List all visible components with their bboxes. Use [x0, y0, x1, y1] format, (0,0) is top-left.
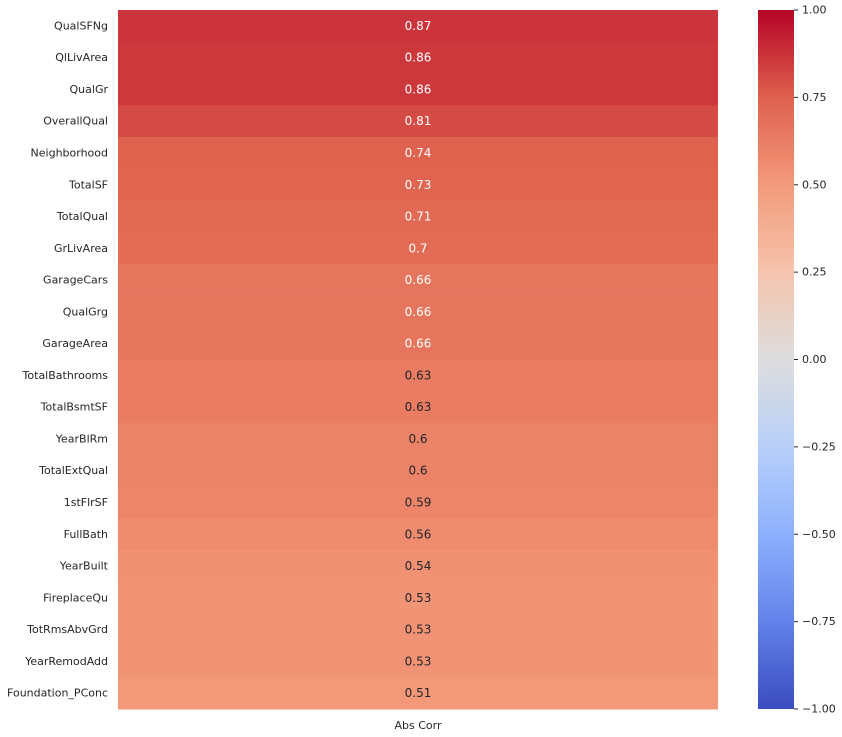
cell-value-label: 0.71: [405, 210, 432, 224]
heatmap-cell: [118, 423, 718, 456]
cell-value-label: 0.66: [405, 305, 432, 319]
cell-value-label: 0.59: [405, 495, 432, 509]
colorbar-tick-label: −1.00: [802, 703, 836, 716]
row-label: 1stFlrSF: [64, 496, 108, 509]
heatmap-cell: [118, 232, 718, 265]
cell-value-label: 0.63: [405, 400, 432, 414]
row-label: YearRemodAdd: [24, 655, 108, 668]
heatmap-cell: [118, 73, 718, 106]
cell-value-label: 0.6: [408, 432, 427, 446]
heatmap-cell: [118, 264, 718, 297]
row-label: GrLivArea: [54, 242, 108, 255]
cell-value-label: 0.51: [405, 686, 432, 700]
column-labels: Abs Corr: [395, 719, 442, 732]
heatmap-cell: [118, 295, 718, 329]
heatmap-cell: [118, 391, 718, 424]
heatmap-cell: [118, 327, 718, 360]
heatmap-cell: [118, 10, 718, 43]
row-label: YearBlRm: [55, 432, 108, 445]
heatmap-cell: [118, 613, 718, 646]
heatmap-cells: [118, 10, 718, 710]
row-label: QualSFNg: [54, 19, 108, 32]
row-label: QualGr: [70, 83, 109, 96]
row-label: TotalBsmtSF: [40, 401, 108, 414]
row-label: GarageArea: [42, 337, 108, 350]
colorbar: [758, 10, 794, 709]
row-label: TotalSF: [68, 178, 108, 191]
row-label: FireplaceQu: [43, 591, 108, 604]
heatmap-cell: [118, 518, 718, 551]
row-label: FullBath: [64, 528, 108, 541]
heatmap-cell: [118, 581, 718, 615]
row-label: QualGrg: [63, 305, 108, 318]
heatmap-cell: [118, 41, 718, 75]
colorbar-tick-label: −0.75: [802, 615, 836, 628]
heatmap-cell: [118, 359, 718, 392]
row-label: TotalExtQual: [38, 464, 108, 477]
row-label: OverallQual: [43, 115, 108, 128]
cell-value-label: 0.54: [405, 559, 432, 573]
row-labels: QualSFNg QlLivArea QualGr OverallQual Neighb…: [7, 19, 109, 699]
cell-value-label: 0.74: [405, 146, 432, 160]
cell-value-label: 0.6: [408, 464, 427, 478]
colorbar-tick-label: 1.00: [802, 4, 827, 17]
row-label: TotalQual: [56, 210, 108, 223]
cell-value-label: 0.86: [405, 82, 432, 96]
heatmap-cell: [118, 168, 718, 202]
cell-value-label: 0.66: [405, 337, 432, 351]
cell-value-label: 0.73: [405, 178, 432, 192]
colorbar-tick-label: 0.25: [802, 266, 827, 279]
cell-value-label: 0.66: [405, 273, 432, 287]
row-label: GarageCars: [43, 274, 108, 287]
heatmap-cell: [118, 645, 718, 678]
heatmap-cell: [118, 137, 718, 170]
heatmap-cell-labels: 0.87 0.86 0.86 0.81 0.74 0.73 0.71 0.7 0.66 0.66 0…: [405, 19, 432, 700]
colorbar-tick-label: 0.50: [802, 178, 827, 191]
cell-value-label: 0.56: [405, 527, 432, 541]
cell-value-label: 0.7: [408, 241, 427, 255]
row-label: TotRmsAbvGrd: [26, 623, 108, 636]
heatmap-cell: [118, 105, 718, 138]
heatmap-cell: [118, 550, 718, 583]
row-label: Foundation_PConc: [7, 687, 108, 700]
cell-value-label: 0.53: [405, 654, 432, 668]
heatmap-cell: [118, 454, 718, 488]
colorbar-ticks: 1.00 0.75 0.50 0.25 0.00 −0.25 −0.50 −0.75 −1.00: [794, 4, 836, 716]
cell-value-label: 0.63: [405, 368, 432, 382]
colorbar-tick-label: 0.00: [802, 353, 827, 366]
cell-value-label: 0.86: [405, 51, 432, 65]
cell-value-label: 0.53: [405, 591, 432, 605]
cell-value-label: 0.53: [405, 623, 432, 637]
heatmap-cell: [118, 200, 718, 233]
row-label: TotalBathrooms: [22, 369, 109, 382]
colorbar-tick-label: −0.25: [802, 440, 836, 453]
row-label: YearBuilt: [59, 560, 109, 573]
row-label: QlLivArea: [55, 51, 108, 64]
colorbar-tick-label: −0.50: [802, 528, 836, 541]
column-label: Abs Corr: [395, 719, 442, 732]
row-label: Neighborhood: [31, 146, 108, 159]
colorbar-tick-label: 0.75: [802, 91, 827, 104]
cell-value-label: 0.81: [405, 114, 432, 128]
heatmap-cell: [118, 486, 718, 519]
cell-value-label: 0.87: [405, 19, 432, 33]
heatmap-cell: [118, 677, 718, 710]
